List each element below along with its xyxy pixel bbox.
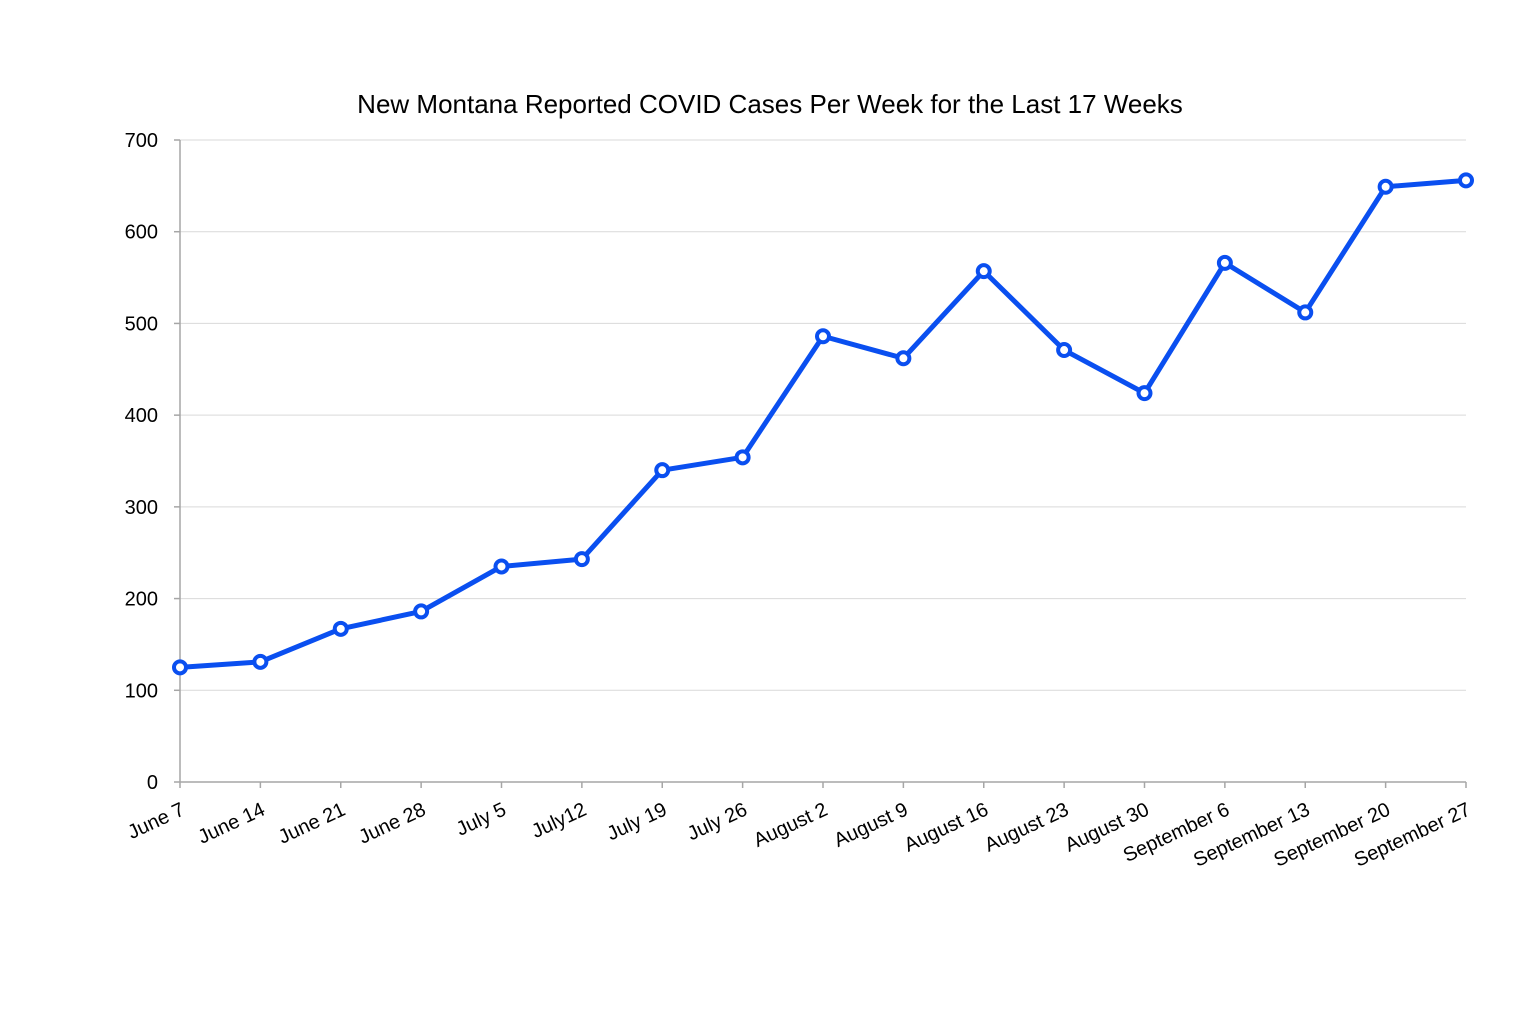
x-tick-label: June 14 (195, 799, 269, 849)
data-point (573, 551, 590, 568)
chart-title: New Montana Reported COVID Cases Per Wee… (357, 89, 1183, 119)
x-tick-label: July 19 (604, 799, 671, 846)
data-point (1136, 385, 1153, 402)
data-point (252, 653, 269, 670)
data-point (895, 350, 912, 367)
data-series (172, 172, 1474, 676)
data-point (332, 620, 349, 637)
x-tick-label: August 9 (831, 799, 912, 852)
data-point (1377, 178, 1394, 195)
y-tick-label: 300 (125, 497, 158, 519)
data-point (1458, 172, 1474, 189)
x-tick-label: June 28 (355, 799, 429, 849)
data-point (172, 659, 188, 676)
data-point (734, 449, 751, 466)
x-tick-label: July 26 (684, 799, 751, 846)
x-tick-labels: June 7 June 14 June 21 June 28 July 5 July12 J… (124, 782, 1474, 872)
data-point (1056, 342, 1073, 359)
y-tick-label: 500 (125, 313, 158, 335)
data-point (654, 462, 671, 479)
x-tick-label: August 23 (981, 799, 1072, 857)
y-tick-label: 700 (125, 130, 158, 152)
data-point (975, 263, 992, 280)
data-point (493, 558, 510, 575)
x-tick-label: June 7 (124, 799, 188, 844)
y-tick-label: 100 (125, 680, 158, 702)
axes (179, 140, 1466, 783)
data-point (1297, 304, 1314, 321)
x-tick-label: August 2 (750, 799, 831, 852)
y-tick-label: 400 (125, 405, 158, 427)
data-point (413, 603, 430, 620)
series-line (177, 177, 1469, 670)
y-tick-labels: 0 100 200 300 400 500 600 700 (125, 130, 180, 794)
y-tick-label: 200 (125, 589, 158, 611)
y-tick-label: 0 (147, 772, 158, 794)
x-tick-label: August 16 (901, 799, 992, 857)
y-tick-label: 600 (125, 222, 158, 244)
x-tick-label: July 5 (453, 799, 510, 841)
data-point (815, 328, 831, 345)
gridlines (180, 139, 1466, 691)
x-tick-label: June 21 (275, 799, 349, 849)
x-tick-label: July12 (528, 799, 590, 843)
data-point (1216, 254, 1233, 271)
